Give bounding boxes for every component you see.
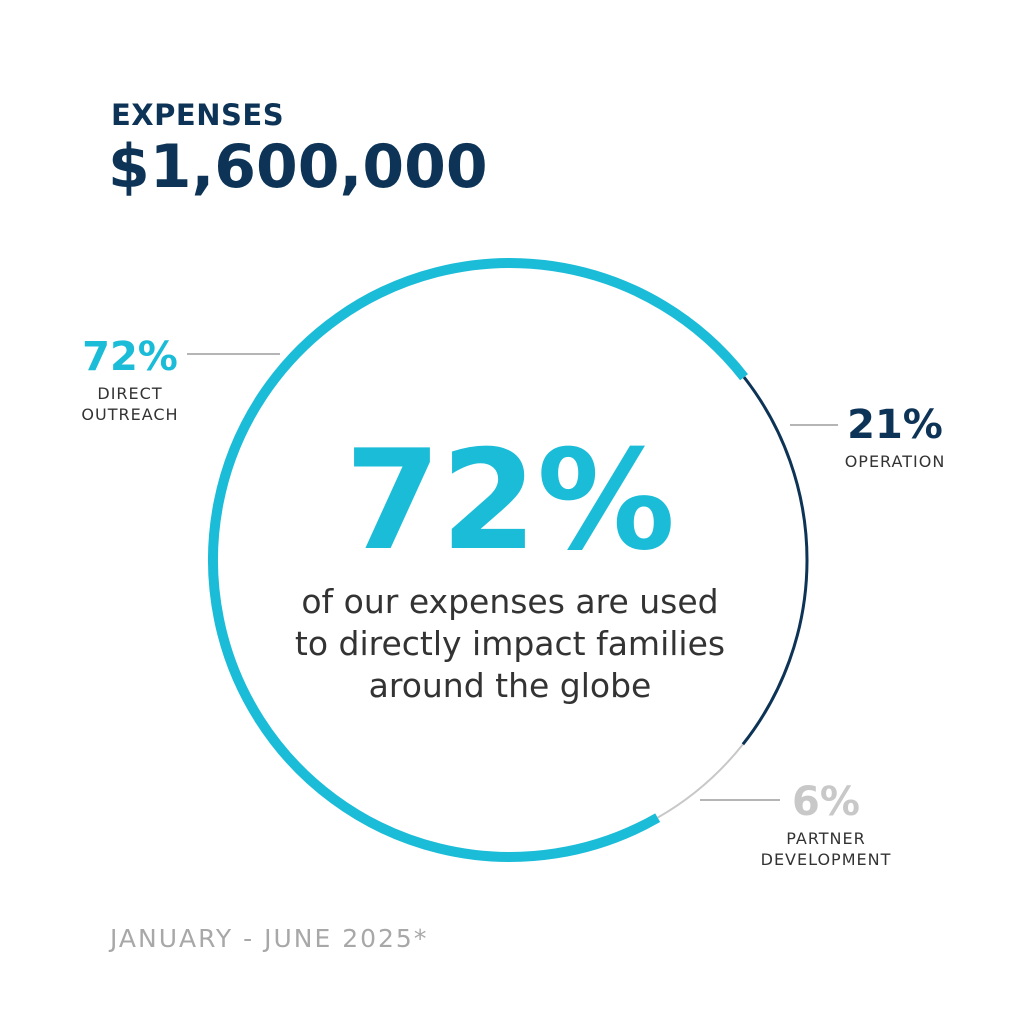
ring-segment (741, 376, 809, 746)
title: EXPENSES (111, 98, 285, 132)
ring-segment (657, 743, 744, 819)
ring-segment (208, 258, 748, 862)
value-label: 21% (847, 402, 943, 448)
caption-line: around the globe (368, 666, 652, 705)
footnote: JANUARY - JUNE 2025* (110, 924, 429, 953)
caption-line: to directly impact families (294, 624, 726, 663)
value-label: 6% (792, 779, 860, 825)
center-label: 72% (344, 420, 676, 581)
category-label: OPERATION (844, 452, 946, 471)
caption-line: of our expenses are used (301, 582, 719, 621)
total-amount: $1,600,000 (108, 132, 488, 202)
value-label: 72% (82, 334, 178, 380)
category-label: PARTNER DEVELOPMENT (760, 829, 892, 869)
category-label: DIRECT OUTREACH (81, 384, 179, 424)
